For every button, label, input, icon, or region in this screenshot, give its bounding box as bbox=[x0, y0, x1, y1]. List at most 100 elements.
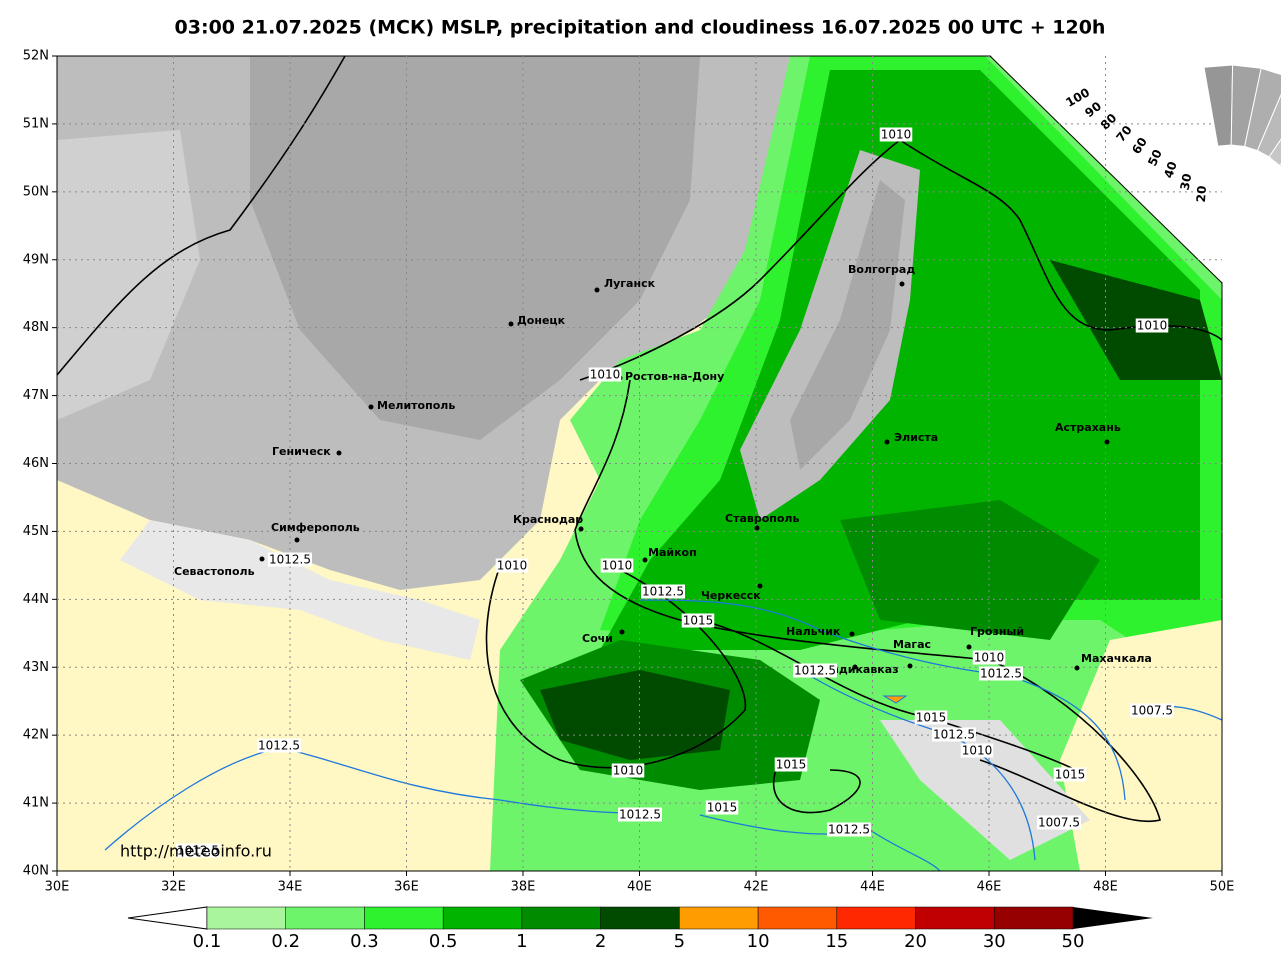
isobar-label: 1015 bbox=[683, 614, 714, 628]
lon-label: 44E bbox=[860, 880, 885, 895]
city-label: Грозный bbox=[970, 625, 1024, 638]
isobar-label-bg bbox=[1053, 767, 1087, 782]
isobar-label: 1012.5 bbox=[933, 728, 975, 742]
lon-label: 34E bbox=[278, 880, 303, 895]
lat-label: 51N bbox=[23, 116, 49, 131]
lat-label: 49N bbox=[23, 252, 49, 267]
city-dot bbox=[849, 631, 855, 637]
isobar-label: 1010 bbox=[613, 764, 644, 778]
isobar-label: 1012.5 bbox=[258, 739, 300, 753]
lon-label: 32E bbox=[161, 880, 186, 895]
isobar-label-bg bbox=[600, 558, 634, 573]
lat-label: 47N bbox=[23, 388, 49, 403]
colorbar-label: 2 bbox=[595, 931, 606, 952]
colorbar-label: 15 bbox=[825, 931, 848, 952]
city-label: Ростов-на-Дону bbox=[625, 370, 724, 383]
isobar-label: 1012.5 bbox=[642, 585, 684, 599]
city-label: Краснодар bbox=[513, 513, 583, 526]
colorbar-box bbox=[836, 906, 916, 930]
isobar-label: 1010 bbox=[497, 559, 528, 573]
city-dot bbox=[294, 537, 300, 543]
isobar-label-bg bbox=[611, 763, 645, 778]
colorbar-label: 20 bbox=[904, 931, 927, 952]
city-dot bbox=[594, 287, 600, 293]
cloud-scale-label: 40 bbox=[1161, 160, 1179, 180]
city-dot bbox=[336, 450, 342, 456]
colorbar-box bbox=[206, 906, 286, 930]
cloud-scale-wedge bbox=[1256, 93, 1281, 158]
city-label: Нальчик bbox=[786, 625, 841, 638]
city-dot bbox=[754, 525, 760, 531]
isobar-label-bg bbox=[588, 367, 622, 382]
isobar-label-bg bbox=[979, 666, 1023, 681]
lon-label: 48E bbox=[1093, 880, 1118, 895]
isobar-label-bg bbox=[960, 743, 994, 758]
lat-label: 41N bbox=[23, 796, 49, 811]
city-dot bbox=[899, 281, 905, 287]
city-label: Волгоград bbox=[848, 263, 915, 276]
colorbar-box bbox=[679, 906, 759, 930]
city-dot bbox=[966, 644, 972, 650]
isobar-label: 1015 bbox=[707, 801, 738, 815]
colorbar-label: 30 bbox=[983, 931, 1006, 952]
corner-edge bbox=[989, 55, 1223, 284]
cloud-scale-label: 20 bbox=[1194, 185, 1209, 203]
isobar-label: 1012.5 bbox=[794, 664, 836, 678]
source: http://meteoinfo.ru bbox=[120, 842, 272, 861]
colorbar-label: 5 bbox=[674, 931, 685, 952]
city-label: Донецк bbox=[517, 314, 566, 327]
isobar-label: 1007.5 bbox=[1038, 816, 1080, 830]
colorbar-label: 0.2 bbox=[271, 931, 300, 952]
city-dot bbox=[578, 526, 584, 532]
isobar-label: 1015 bbox=[1055, 768, 1086, 782]
city-label: Махачкала bbox=[1081, 652, 1152, 665]
city-label: Астрахань bbox=[1055, 421, 1121, 434]
colorbar-over bbox=[1073, 907, 1153, 929]
colorbar-box bbox=[285, 906, 365, 930]
city-dot bbox=[642, 557, 648, 563]
lon-label: 30E bbox=[45, 880, 70, 895]
isobar-label: 1010 bbox=[881, 128, 912, 142]
cloud-scale-wedge bbox=[1268, 138, 1281, 167]
lat-label: 50N bbox=[23, 184, 49, 199]
isobar-label: 1012.5 bbox=[619, 808, 661, 822]
isobar-label: 1015 bbox=[916, 711, 947, 725]
isobar-label-bg bbox=[793, 663, 837, 678]
isobar-label-bg bbox=[1037, 815, 1081, 830]
city-dot bbox=[1074, 665, 1080, 671]
lon-label: 42E bbox=[744, 880, 769, 895]
colorbar-label: 0.3 bbox=[350, 931, 379, 952]
colorbar-label: 0.1 bbox=[193, 931, 222, 952]
colorbar-label: 1 bbox=[516, 931, 527, 952]
city-label: Ставрополь bbox=[725, 512, 799, 525]
city-label: Черкесск bbox=[701, 589, 761, 602]
colorbar-box bbox=[442, 906, 523, 930]
isobar-label-bg bbox=[176, 843, 220, 858]
colorbar-box bbox=[364, 906, 444, 930]
city-dot bbox=[368, 404, 374, 410]
isobar-label: 1010 bbox=[962, 744, 993, 758]
city-label: Луганск bbox=[604, 277, 656, 290]
city-label: Магас bbox=[893, 638, 931, 651]
isobar-label-bg bbox=[257, 738, 301, 753]
lon-label: 50E bbox=[1210, 880, 1235, 895]
isobar-label: 1010 bbox=[974, 651, 1005, 665]
lat-label: 52N bbox=[23, 49, 49, 64]
isobar-label: 1012.5 bbox=[269, 553, 311, 567]
isobar-label: 1007.5 bbox=[1131, 704, 1173, 718]
colorbar-label: 0.5 bbox=[429, 931, 458, 952]
city-label: Майкоп bbox=[648, 546, 697, 559]
lon-label: 40E bbox=[627, 880, 652, 895]
lon-label: 46E bbox=[977, 880, 1002, 895]
isobar-label: 1010 bbox=[590, 368, 621, 382]
isobar-label: 1012.5 bbox=[828, 823, 870, 837]
lat-label: 46N bbox=[23, 456, 49, 471]
lat-label: 45N bbox=[23, 524, 49, 539]
isobar-label: 1012.5 bbox=[980, 667, 1022, 681]
isobar-label-bg bbox=[705, 800, 739, 815]
grid bbox=[57, 56, 1222, 871]
city-label: Симферополь bbox=[271, 521, 360, 534]
city-label: Геническ bbox=[272, 445, 331, 458]
isobar-label-bg bbox=[972, 650, 1006, 665]
